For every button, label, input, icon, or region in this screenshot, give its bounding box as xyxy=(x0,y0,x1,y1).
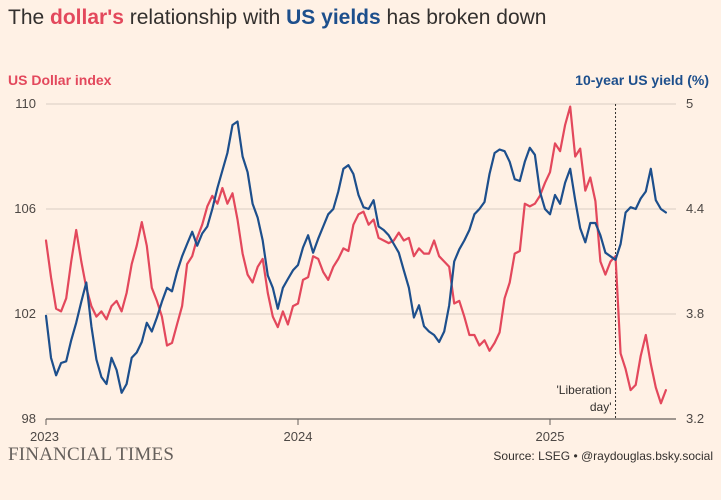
right-tick-label: 3.8 xyxy=(686,306,704,321)
left-tick-label: 106 xyxy=(14,201,36,216)
annotation-label: 'Liberation xyxy=(557,383,612,397)
source-note: Source: LSEG • @raydouglas.bsky.social xyxy=(493,449,713,463)
tick-labels: 98 3.2 102 3.8 106 4.4 110 5 2023 2024 2025 xyxy=(14,96,704,444)
title-keyword-yields: US yields xyxy=(286,6,381,29)
right-tick-label: 3.2 xyxy=(686,411,704,426)
title-part-pre: The xyxy=(8,6,51,29)
title-part-mid: relationship with xyxy=(123,6,287,29)
right-tick-label: 5 xyxy=(686,96,693,111)
left-tick-label: 98 xyxy=(22,411,36,426)
annotation-group: 'Liberation day' xyxy=(557,104,617,419)
right-axis-title: 10-year US yield (%) xyxy=(575,72,709,88)
left-axis-title: US Dollar index xyxy=(8,72,112,88)
x-tick-label: 2023 xyxy=(30,429,59,444)
ft-logo: FINANCIAL TIMES xyxy=(8,444,175,465)
left-tick-label: 110 xyxy=(15,96,36,111)
gridlines xyxy=(45,103,676,425)
right-tick-label: 4.4 xyxy=(686,201,704,216)
series-group xyxy=(44,105,668,405)
us-yield-line xyxy=(44,120,668,394)
title-part-post: has broken down xyxy=(380,6,547,29)
x-tick-label: 2025 xyxy=(536,429,565,444)
x-tick-label: 2024 xyxy=(284,429,313,444)
left-tick-label: 102 xyxy=(14,306,36,321)
dollar-index-line xyxy=(44,105,668,405)
annotation-label: day' xyxy=(590,400,612,414)
chart-title: The dollar's relationship with US yields… xyxy=(8,4,546,32)
title-keyword-dollar: dollar's xyxy=(50,6,124,29)
